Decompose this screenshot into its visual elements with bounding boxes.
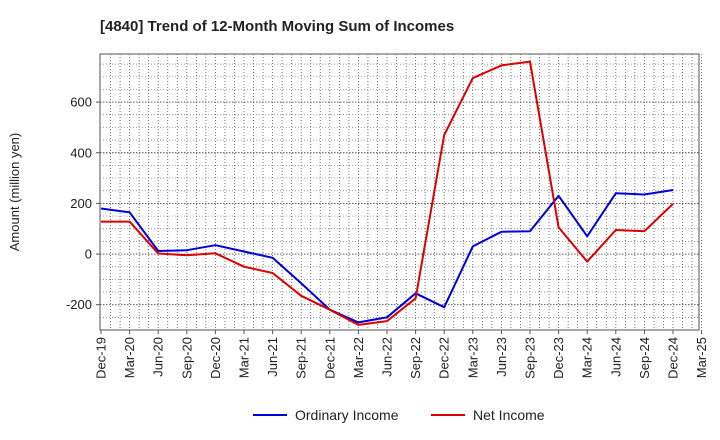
x-tick-label: Jun-22	[380, 337, 395, 377]
x-tick-label: Jun-24	[608, 337, 623, 377]
x-tick-label: Dec-22	[437, 337, 452, 379]
legend-label: Net Income	[473, 407, 545, 423]
x-tick-label: Sep-22	[408, 337, 423, 379]
series-line-ordinary-income	[100, 189, 674, 324]
y-tick-label: -200	[66, 297, 92, 312]
x-tick-label: Sep-23	[523, 337, 538, 379]
x-tick-label: Sep-20	[179, 337, 194, 379]
x-tick-label: Jun-23	[494, 337, 509, 377]
x-tick-label: Dec-19	[94, 337, 109, 379]
x-tick-label: Dec-21	[322, 337, 337, 379]
legend: Ordinary Income Net Income	[253, 407, 545, 423]
x-tick-label: Mar-22	[351, 337, 366, 378]
x-tick-label: Mar-23	[465, 337, 480, 378]
x-tick-label: Jun-21	[265, 337, 280, 377]
x-tick-label: Sep-21	[294, 337, 309, 379]
series-line-net-income	[101, 60, 674, 326]
plot-area	[99, 53, 700, 331]
x-axis-ticks: Dec-19 Mar-20 Jun-20 Sep-20 Dec-20 Mar-21 Jun-…	[94, 330, 709, 379]
y-axis-title: Amount (million yen)	[7, 133, 22, 252]
gridlines	[100, 54, 702, 330]
y-tick-label: 400	[70, 145, 92, 160]
x-tick-label: Sep-24	[637, 337, 652, 379]
y-tick-label: 0	[85, 247, 92, 262]
x-tick-label: Dec-20	[208, 337, 223, 379]
y-axis-ticks: -200 0 200 400 600	[66, 95, 100, 312]
legend-label: Ordinary Income	[295, 407, 399, 423]
x-tick-label: Dec-24	[666, 337, 681, 379]
y-tick-label: 600	[70, 95, 92, 110]
chart-title: [4840] Trend of 12-Month Moving Sum of I…	[100, 18, 454, 35]
x-tick-label: Dec-23	[551, 337, 566, 379]
x-tick-label: Mar-21	[237, 337, 252, 378]
x-tick-label: Mar-24	[580, 337, 595, 378]
x-tick-label: Mar-25	[694, 337, 709, 378]
series-lines	[100, 60, 674, 326]
x-tick-label: Mar-20	[122, 337, 137, 378]
y-tick-label: 200	[70, 196, 92, 211]
x-tick-label: Jun-20	[151, 337, 166, 377]
